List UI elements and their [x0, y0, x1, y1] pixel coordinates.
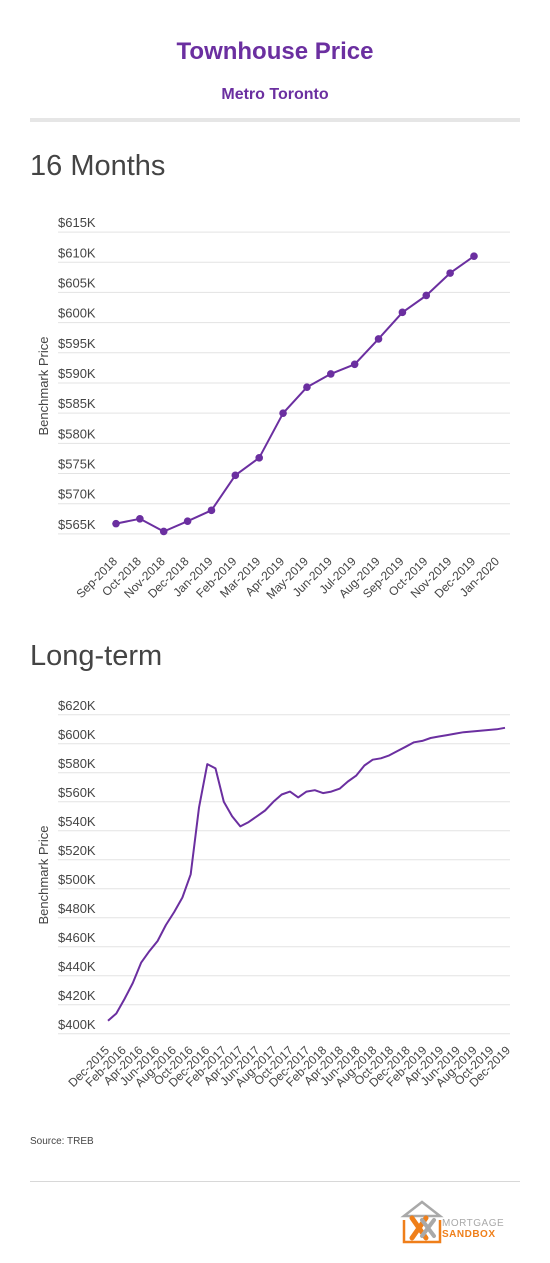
y-tick-label: $520K	[58, 843, 96, 858]
y-tick-label: $580K	[58, 426, 96, 441]
series-line	[107, 726, 506, 1022]
data-point	[159, 527, 168, 536]
y-tick-label: $590K	[58, 366, 96, 381]
data-point	[422, 291, 431, 300]
y-tick-label: $560K	[58, 785, 96, 800]
data-point	[374, 335, 383, 343]
y-tick-label: $440K	[58, 959, 96, 974]
chart-title: Townhouse Price	[176, 38, 374, 65]
header-divider	[30, 118, 520, 122]
data-point	[279, 409, 287, 417]
section-title-16-months: 16 Months	[30, 150, 166, 182]
y-tick-label: $565K	[58, 517, 96, 532]
y-tick-label: $615K	[58, 215, 96, 230]
y-tick-label: $575K	[58, 457, 96, 472]
data-point	[231, 471, 240, 480]
line-chart-16-months: $565K $570K $575K $580K $585K $590K $595K $600K…	[36, 215, 510, 602]
y-tick-label: $480K	[58, 901, 96, 916]
y-tick-label: $500K	[58, 872, 96, 887]
logo-text-mortgage: MORTGAGE	[442, 1218, 505, 1229]
data-point	[255, 454, 263, 462]
y-tick-label: $400K	[58, 1017, 96, 1032]
data-point	[446, 269, 454, 277]
y-tick-label: $460K	[58, 930, 96, 945]
data-point	[183, 517, 192, 526]
logo-text-sandbox: SANDBOX	[442, 1229, 496, 1240]
logo-box-icon	[402, 1220, 442, 1244]
y-tick-label: $540K	[58, 814, 96, 829]
section-title-long-term: Long-term	[30, 640, 163, 672]
logo-x-stroke-4	[420, 1218, 436, 1238]
y-tick-label: $605K	[58, 275, 96, 290]
logo-roof-icon	[400, 1200, 444, 1218]
footer-divider	[30, 1181, 520, 1182]
chart-subtitle: Metro Toronto	[221, 86, 329, 103]
y-tick-label: $570K	[58, 487, 96, 502]
y-axis-label: Benchmark Price	[36, 337, 51, 436]
y-tick-label: $580K	[58, 756, 96, 771]
line-chart-long-term: $400K $420K $440K $460K $480K $500K $520K $540K…	[36, 698, 513, 1090]
y-tick-label: $620K	[58, 698, 96, 713]
data-point	[327, 370, 335, 378]
y-axis-label: Benchmark Price	[36, 826, 51, 925]
series-line	[115, 255, 475, 533]
y-tick-label: $595K	[58, 336, 96, 351]
y-tick-label: $420K	[58, 988, 96, 1003]
data-point	[398, 308, 407, 317]
data-point	[207, 506, 216, 515]
data-point	[303, 383, 311, 392]
data-point	[112, 519, 120, 528]
data-point	[350, 360, 359, 369]
y-tick-label: $600K	[58, 306, 96, 321]
y-tick-label: $600K	[58, 727, 96, 742]
y-tick-label: $610K	[58, 245, 96, 260]
data-point	[136, 515, 144, 523]
mortgage-sandbox-logo	[400, 1200, 444, 1244]
data-point	[470, 252, 478, 261]
source-note: Source: TREB	[30, 1136, 94, 1147]
y-tick-label: $585K	[58, 396, 96, 411]
